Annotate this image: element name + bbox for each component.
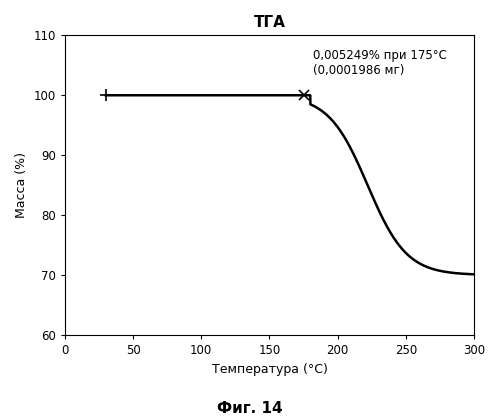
Title: ТГА: ТГА bbox=[254, 15, 286, 30]
Text: 0,005249% при 175°C
(0,0001986 мг): 0,005249% при 175°C (0,0001986 мг) bbox=[313, 49, 447, 77]
Y-axis label: Масса (%): Масса (%) bbox=[15, 152, 28, 218]
Text: Фиг. 14: Фиг. 14 bbox=[217, 401, 283, 416]
X-axis label: Температура (°C): Температура (°C) bbox=[212, 362, 328, 375]
